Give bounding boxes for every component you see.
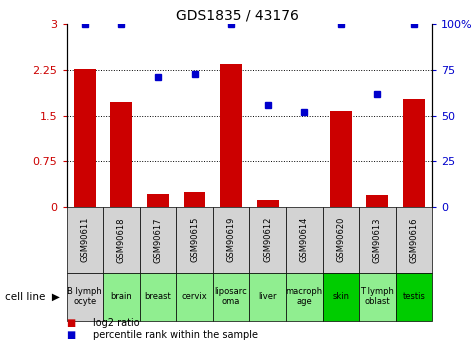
Text: GSM90617: GSM90617 xyxy=(153,217,162,263)
Text: skin: skin xyxy=(332,292,349,301)
Text: GDS1835 / 43176: GDS1835 / 43176 xyxy=(176,9,299,23)
Bar xyxy=(396,273,432,321)
Text: GSM90619: GSM90619 xyxy=(227,217,236,263)
Text: ■: ■ xyxy=(66,330,76,339)
Text: percentile rank within the sample: percentile rank within the sample xyxy=(93,330,257,339)
Text: cervix: cervix xyxy=(181,292,208,301)
Bar xyxy=(183,193,206,207)
Bar xyxy=(110,102,133,207)
Bar xyxy=(176,273,213,321)
Text: brain: brain xyxy=(111,292,132,301)
Bar xyxy=(140,207,176,273)
Text: log2 ratio: log2 ratio xyxy=(93,318,139,327)
Bar xyxy=(366,195,389,207)
Bar xyxy=(249,273,286,321)
Bar xyxy=(140,273,176,321)
Bar xyxy=(359,207,396,273)
Bar xyxy=(286,207,323,273)
Bar xyxy=(249,207,286,273)
Bar xyxy=(323,273,359,321)
Text: GSM90613: GSM90613 xyxy=(373,217,382,263)
Text: GSM90615: GSM90615 xyxy=(190,217,199,263)
Text: liposarc
oma: liposarc oma xyxy=(215,287,247,306)
Text: T lymph
oblast: T lymph oblast xyxy=(361,287,394,306)
Bar xyxy=(103,207,140,273)
Bar xyxy=(286,273,323,321)
Text: macroph
age: macroph age xyxy=(285,287,323,306)
Bar xyxy=(220,64,242,207)
Bar xyxy=(323,207,359,273)
Text: GSM90614: GSM90614 xyxy=(300,217,309,263)
Text: GSM90620: GSM90620 xyxy=(336,217,345,263)
Bar xyxy=(403,99,425,207)
Bar xyxy=(213,273,249,321)
Text: GSM90611: GSM90611 xyxy=(80,217,89,263)
Bar xyxy=(74,69,96,207)
Bar xyxy=(396,207,432,273)
Text: breast: breast xyxy=(144,292,171,301)
Text: B lymph
ocyte: B lymph ocyte xyxy=(67,287,102,306)
Bar xyxy=(256,200,279,207)
Text: ■: ■ xyxy=(66,318,76,327)
Text: testis: testis xyxy=(402,292,426,301)
Text: cell line  ▶: cell line ▶ xyxy=(5,292,60,302)
Text: liver: liver xyxy=(258,292,277,301)
Bar xyxy=(213,207,249,273)
Bar xyxy=(103,273,140,321)
Bar xyxy=(147,194,169,207)
Text: GSM90618: GSM90618 xyxy=(117,217,126,263)
Text: GSM90612: GSM90612 xyxy=(263,217,272,263)
Bar xyxy=(66,273,103,321)
Text: GSM90616: GSM90616 xyxy=(409,217,418,263)
Bar xyxy=(66,207,103,273)
Bar xyxy=(330,111,352,207)
Bar xyxy=(359,273,396,321)
Bar xyxy=(176,207,213,273)
